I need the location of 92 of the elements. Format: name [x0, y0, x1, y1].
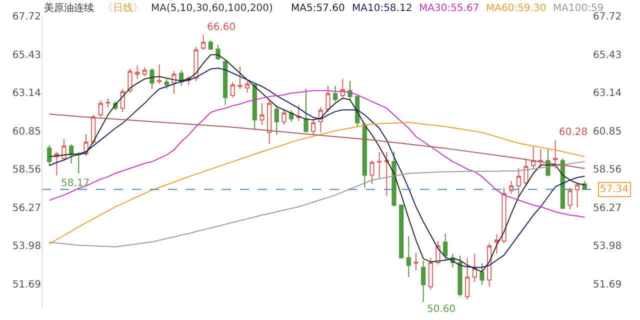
line-series: [48, 114, 586, 169]
annotation: 66.60: [207, 22, 236, 33]
candlestick: [260, 102, 264, 126]
candlestick: [414, 252, 418, 271]
y2-tick-label: 58.56: [593, 164, 622, 176]
candlestick: [406, 236, 411, 278]
candlestick: [76, 151, 81, 174]
candlestick: [150, 68, 154, 90]
candlestick: [553, 140, 558, 169]
y2-tick-label: 67.72: [593, 12, 622, 22]
candlestick: [538, 148, 543, 169]
candlestick: [142, 66, 147, 77]
candlestick: [428, 257, 433, 290]
candlestick: [267, 100, 272, 145]
candlestick: [502, 187, 506, 244]
candlestick: [575, 182, 580, 208]
text: MA5:57.60: [291, 3, 345, 14]
candlestick: [340, 78, 345, 98]
y-tick-label: 58.56: [12, 164, 41, 176]
candlestick: [480, 263, 484, 286]
candlestick: [289, 110, 294, 122]
chart-title: 美原油连续: [44, 2, 94, 14]
candlestick: [164, 78, 169, 90]
candlestick: [47, 144, 52, 166]
text: MA(5,10,30,60,100,200): [151, 3, 273, 14]
candlestick: [230, 81, 235, 98]
y2-tick-label: 51.69: [593, 279, 622, 290]
text: MA10:58.12: [352, 3, 412, 14]
candlestick: [245, 80, 250, 94]
candlestick: [487, 242, 492, 288]
y2-tick-label: 56.27: [593, 202, 622, 214]
y2-tick-label: 60.85: [593, 126, 622, 138]
annotation: 58.17: [61, 178, 90, 189]
candlestick: [120, 88, 125, 113]
text: MA60:59.30: [486, 3, 546, 14]
line-series: [48, 122, 586, 245]
candlestick: [172, 70, 176, 94]
candlestick: [333, 85, 338, 102]
candlestick: [531, 146, 536, 169]
candlestick: [384, 151, 389, 196]
candlestick: [560, 158, 565, 210]
candlestick: [201, 34, 206, 50]
candlestick: [370, 160, 374, 184]
candlestick: [465, 257, 470, 300]
y2-tick-label: 63.14: [593, 88, 622, 100]
candlestick: [392, 151, 396, 207]
candlestick: [311, 118, 316, 135]
candlestick: [516, 168, 521, 198]
candlestick: [326, 85, 330, 113]
annotation: 60.28: [559, 127, 588, 138]
y-tick-label: 51.69: [12, 279, 41, 290]
candlestick: [282, 110, 286, 126]
text: MA30:55.67: [419, 3, 480, 14]
candlestick: [377, 151, 382, 179]
candlestick: [421, 260, 426, 302]
candlestick: [106, 98, 110, 108]
candlestick: [238, 66, 242, 90]
candlestick: [494, 234, 499, 254]
candlestick: [223, 59, 228, 106]
line-series: [48, 161, 586, 248]
candlestick: [568, 187, 572, 210]
candlestick: [296, 104, 301, 122]
candlestick: [216, 44, 220, 60]
candlestick: [194, 46, 198, 82]
y-tick-label: 60.85: [12, 126, 41, 138]
ref-line-label: 57.34: [600, 184, 629, 195]
line-series: [48, 90, 586, 218]
y2-tick-label: 53.98: [593, 241, 622, 252]
y-tick-label: 67.72: [12, 12, 41, 22]
candlestick: [443, 232, 448, 262]
candlestick: [524, 158, 528, 186]
y-tick-label: 63.14: [12, 88, 41, 100]
y2-tick-label: 65.43: [593, 50, 622, 61]
candlestick: [252, 82, 257, 130]
candlestick: [399, 204, 404, 260]
candlestick: [472, 253, 477, 282]
candlestick: [274, 104, 279, 135]
candlestick: [458, 255, 462, 297]
y-tick-label: 53.98: [12, 241, 41, 252]
candlestick: [62, 138, 66, 162]
annotation: 50.60: [427, 304, 456, 315]
candlestick: [362, 122, 367, 188]
candlestick: [304, 88, 308, 133]
candlestick: [128, 68, 132, 94]
candlestick: [208, 40, 213, 50]
candlestick: [98, 100, 103, 118]
chart-subtitle: 〈日线〉: [103, 2, 143, 14]
candlestick: [157, 64, 162, 84]
candlestick: [135, 64, 140, 80]
candlestick: [69, 144, 74, 164]
y-tick-label: 65.43: [12, 50, 41, 61]
y-tick-label: 56.27: [12, 202, 41, 214]
